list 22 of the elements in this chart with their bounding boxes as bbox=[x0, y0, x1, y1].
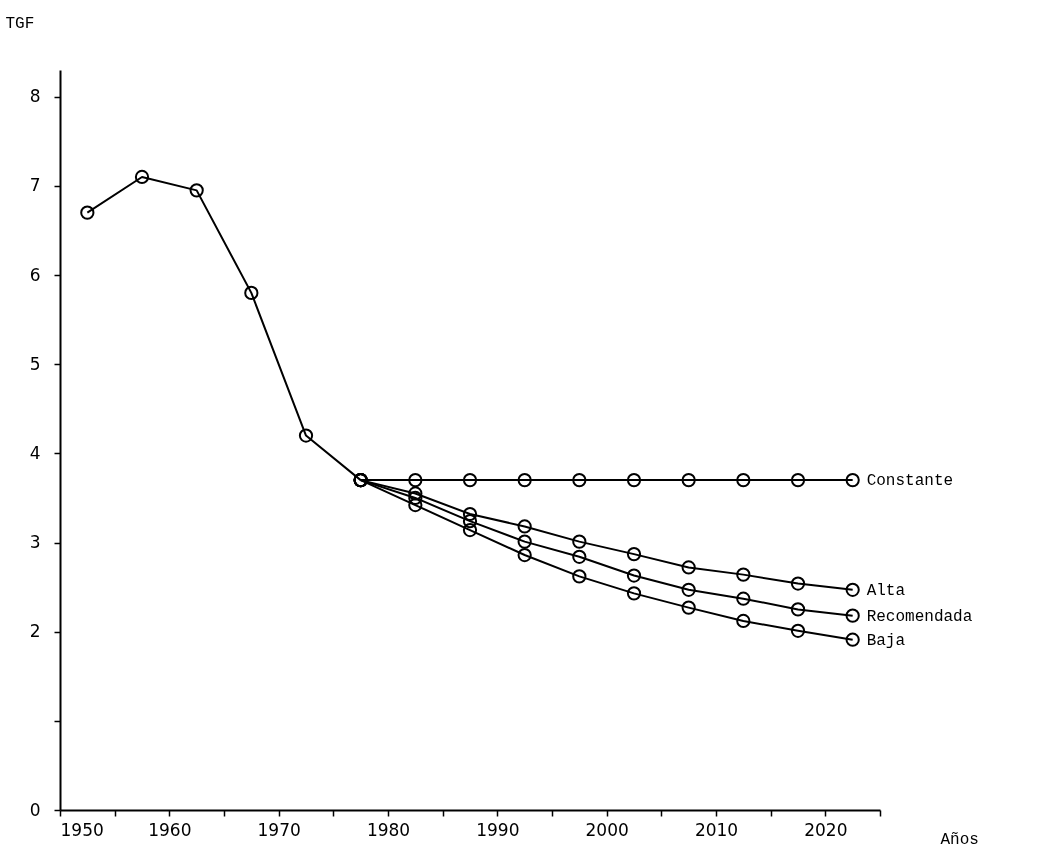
y-tick-label: 8 bbox=[29, 86, 41, 107]
series-label: Constante bbox=[866, 472, 954, 491]
series-label: Alta bbox=[866, 581, 906, 600]
x-tick-label: 1990 bbox=[476, 819, 520, 840]
x-tick-label: 1980 bbox=[366, 819, 411, 840]
y-tick-label: 4 bbox=[29, 442, 41, 463]
x-tick-label: 1950 bbox=[60, 819, 104, 840]
y-tick-label: 0 bbox=[29, 799, 41, 820]
x-tick-label: 1970 bbox=[257, 819, 301, 840]
x-axis-title: Años bbox=[940, 830, 979, 849]
y-tick-label: 5 bbox=[29, 353, 41, 374]
y-tick-label: 2 bbox=[29, 621, 41, 642]
x-tick-label: 1960 bbox=[148, 819, 192, 840]
series-label: Recomendada bbox=[866, 607, 973, 626]
y-axis-title: TGF bbox=[5, 14, 35, 33]
series-label: Baja bbox=[866, 631, 906, 650]
x-tick-label: 2020 bbox=[804, 819, 848, 840]
y-tick-label: 3 bbox=[29, 532, 41, 553]
x-tick-label: 2010 bbox=[694, 819, 739, 840]
y-tick-label: 7 bbox=[29, 175, 41, 196]
y-tick-label: 6 bbox=[29, 264, 41, 285]
x-tick-label: 2000 bbox=[585, 819, 629, 840]
